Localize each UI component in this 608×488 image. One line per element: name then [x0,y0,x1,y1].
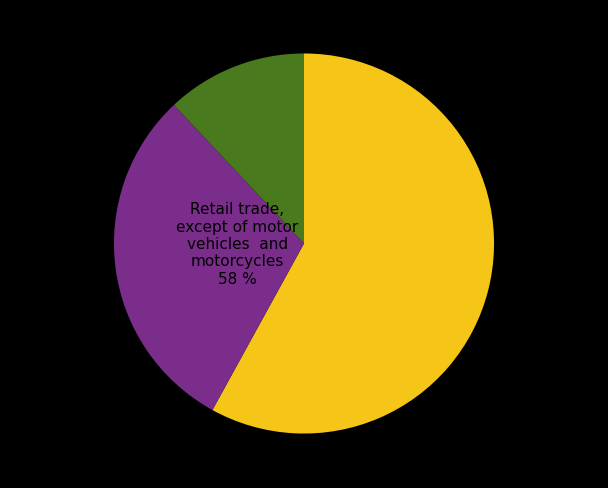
Text: Retail trade,
except of motor
vehicles  and
motorcycles
58 %: Retail trade, except of motor vehicles a… [176,202,299,286]
Wedge shape [174,54,304,244]
Wedge shape [114,106,304,410]
Wedge shape [212,54,494,434]
